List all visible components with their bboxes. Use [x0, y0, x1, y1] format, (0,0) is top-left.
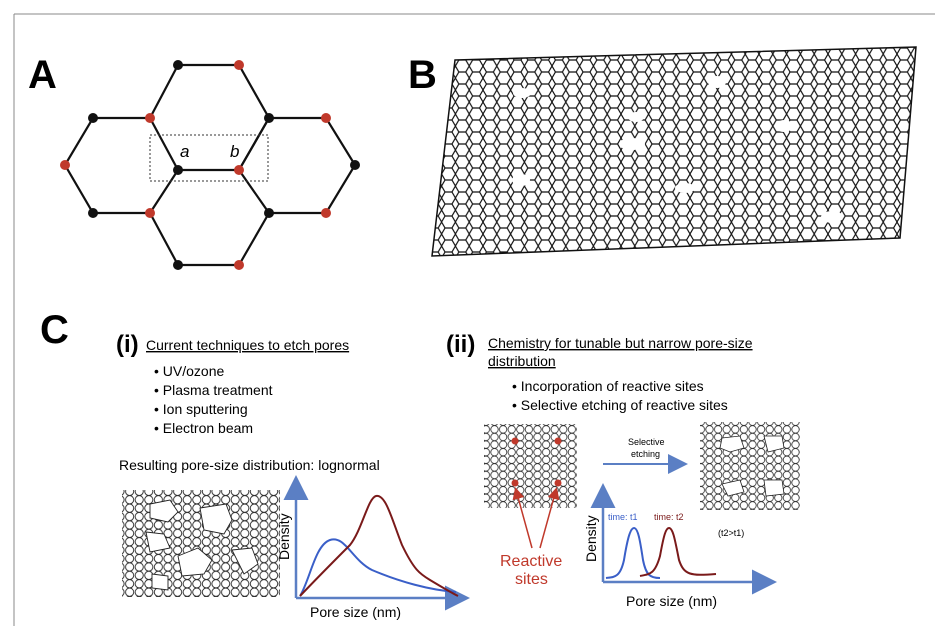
part-ii-lattice-before — [484, 424, 577, 508]
time1-label: time: t1 — [608, 512, 638, 522]
part-i-red-curve — [299, 495, 459, 597]
part-ii-lattice-after — [700, 422, 800, 510]
part-i-result-caption: Resulting pore-size distribution: lognor… — [119, 457, 380, 473]
reactive-label-line2: sites — [515, 571, 548, 588]
panel-a-lattice: a b — [60, 60, 360, 270]
reactive-site-dots — [511, 437, 562, 487]
part-ii-heading-line2: distribution — [488, 353, 556, 369]
part-i-label: (i) — [116, 331, 139, 358]
part-ii-chart: Density Pore size (nm) time: t1 time: t2 — [583, 483, 777, 609]
part-i-bullet-1: • UV/ozone — [154, 363, 224, 379]
part-i-xlabel: Pore size (nm) — [310, 604, 401, 620]
part-i-porous-lattice — [122, 490, 280, 597]
part-i-ylabel: Density — [276, 513, 292, 560]
part-i-blue-curve — [299, 538, 457, 597]
sheet-pores — [512, 76, 843, 223]
panel-b-letter: B — [408, 53, 437, 97]
reactive-sites-pointer: Reactive sites — [500, 487, 562, 588]
part-i-chart: Density Pore size (nm) — [276, 475, 470, 620]
part-ii-heading-line1: Chemistry for tunable but narrow pore-si… — [488, 335, 753, 351]
arrow-label-line2: etching — [631, 449, 660, 459]
part-ii-label: (ii) — [446, 331, 475, 358]
sublattice-a-atoms — [88, 60, 360, 270]
panel-a-letter: A — [28, 53, 57, 97]
part-ii-bullet-2: • Selective etching of reactive sites — [512, 397, 728, 413]
part-i-heading: Current techniques to etch pores — [146, 337, 349, 353]
time2-label: time: t2 — [654, 512, 684, 522]
reactive-label-line1: Reactive — [500, 553, 562, 570]
part-i-bullets: • UV/ozone • Plasma treatment • Ion sput… — [154, 363, 273, 436]
part-ii-ylabel: Density — [583, 515, 599, 562]
panel-b-porous-sheet — [431, 46, 917, 257]
part-i-bullet-2: • Plasma treatment — [154, 382, 273, 398]
part-ii-xlabel: Pore size (nm) — [626, 593, 717, 609]
lattice-bonds — [63, 63, 357, 267]
arrow-label-line1: Selective — [628, 437, 665, 447]
atom-label-b: b — [230, 142, 239, 161]
part-i-bullet-4: • Electron beam — [154, 420, 253, 436]
part-ii-blue-curve — [605, 526, 661, 579]
part-ii-bullets: • Incorporation of reactive sites • Sele… — [512, 378, 728, 413]
sublattice-b-atoms — [60, 60, 331, 270]
unit-cell-box — [149, 134, 269, 182]
panel-c-letter: C — [40, 308, 69, 352]
time-relation: (t2>t1) — [718, 528, 744, 538]
part-i-bullet-3: • Ion sputtering — [154, 401, 248, 417]
part-ii-red-curve — [639, 526, 717, 577]
part-ii-bullet-1: • Incorporation of reactive sites — [512, 378, 704, 394]
atom-label-a: a — [180, 142, 189, 161]
selective-etching-arrow: Selective etching — [603, 437, 688, 474]
